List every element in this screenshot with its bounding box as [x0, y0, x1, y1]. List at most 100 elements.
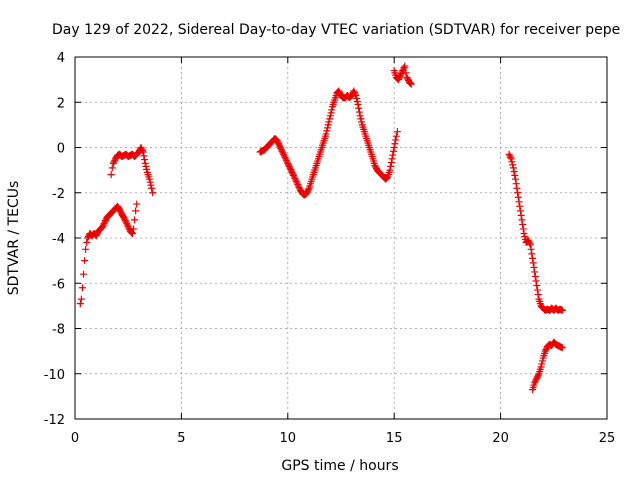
data-point — [507, 155, 515, 163]
data-point — [109, 159, 117, 167]
data-point — [531, 379, 539, 387]
data-point — [532, 277, 540, 285]
data-point — [294, 182, 302, 190]
data-point — [505, 150, 513, 158]
data-point — [130, 225, 138, 233]
data-point — [352, 91, 360, 99]
data-point — [116, 207, 124, 215]
y-tick-label: -12 — [44, 413, 65, 428]
data-point — [76, 300, 84, 308]
data-point — [132, 207, 140, 215]
data-point — [293, 179, 301, 187]
data-point — [388, 155, 396, 163]
data-point — [406, 79, 414, 87]
data-point — [108, 164, 116, 172]
data-point — [123, 221, 131, 229]
data-point — [84, 234, 92, 242]
data-point — [394, 76, 402, 84]
data-point — [324, 121, 332, 129]
chart-title: Day 129 of 2022, Sidereal Day-to-day VTE… — [52, 22, 620, 38]
data-point — [148, 184, 156, 192]
x-tick-label: 0 — [71, 431, 79, 446]
axis-ticks: 0 5 10 15 20 25 -12 -10 -8 -6 -4 -2 0 2 4 — [44, 51, 616, 446]
data-point — [538, 357, 546, 365]
data-point — [390, 144, 398, 151]
data-point — [518, 216, 526, 224]
data-point — [389, 147, 397, 155]
data-point — [147, 181, 155, 189]
data-point — [123, 220, 131, 228]
data-point — [404, 75, 412, 83]
data-point — [508, 158, 516, 166]
data-point — [383, 174, 391, 182]
data-point — [520, 229, 528, 237]
data-point — [99, 223, 107, 231]
data-point — [323, 127, 331, 135]
data-point — [101, 218, 109, 226]
data-point — [531, 272, 539, 280]
data-point — [537, 363, 545, 371]
data-point — [335, 87, 343, 95]
data-point — [294, 180, 302, 188]
data-point — [290, 173, 298, 181]
data-point — [292, 176, 300, 184]
data-point — [350, 88, 358, 96]
data-point — [336, 88, 344, 96]
data-point — [110, 158, 118, 166]
data-point — [292, 177, 300, 185]
data-point — [285, 161, 293, 169]
data-point — [149, 189, 157, 197]
data-point — [128, 229, 136, 237]
data-point — [517, 211, 525, 219]
data-point — [289, 171, 297, 179]
data-point — [515, 198, 523, 206]
data-point — [351, 90, 359, 98]
data-point — [322, 130, 330, 138]
data-point — [278, 147, 286, 155]
data-point — [304, 187, 312, 195]
data-point — [392, 132, 400, 140]
data-point — [273, 137, 281, 145]
data-point — [124, 223, 132, 231]
x-tick-label: 10 — [280, 431, 297, 446]
y-tick-label: -4 — [52, 232, 65, 247]
data-point — [393, 128, 401, 136]
data-point — [532, 376, 540, 384]
data-point — [77, 295, 85, 303]
data-point — [401, 62, 409, 70]
data-point — [356, 112, 364, 120]
data-point — [326, 115, 334, 123]
y-tick-label: -8 — [52, 323, 65, 338]
data-point — [325, 118, 333, 126]
data-point — [93, 230, 101, 238]
data-point — [286, 164, 294, 172]
data-point — [284, 159, 292, 167]
data-point — [277, 146, 285, 154]
data-point — [358, 118, 366, 126]
data-point — [519, 225, 527, 233]
data-point — [282, 156, 290, 164]
data-point — [99, 221, 107, 229]
x-axis-label: GPS time / hours — [281, 458, 398, 474]
data-point — [140, 152, 148, 160]
data-point — [514, 189, 522, 197]
data-point — [397, 71, 405, 79]
data-point — [506, 152, 514, 160]
data-point — [328, 106, 336, 114]
data-point — [541, 347, 549, 355]
data-point — [92, 232, 100, 240]
data-point — [125, 224, 133, 232]
y-axis-label: SDTVAR / TECUs — [6, 181, 22, 296]
data-point — [403, 73, 411, 81]
data-point — [355, 108, 363, 116]
data-point — [131, 216, 139, 224]
data-point — [78, 284, 86, 292]
x-tick-label: 5 — [177, 431, 185, 446]
data-point — [529, 254, 537, 262]
data-point — [392, 136, 400, 144]
data-point — [528, 250, 536, 258]
data-point — [511, 175, 519, 183]
x-tick-label: 15 — [386, 431, 403, 446]
data-point — [139, 148, 147, 156]
y-tick-label: 2 — [57, 96, 65, 111]
